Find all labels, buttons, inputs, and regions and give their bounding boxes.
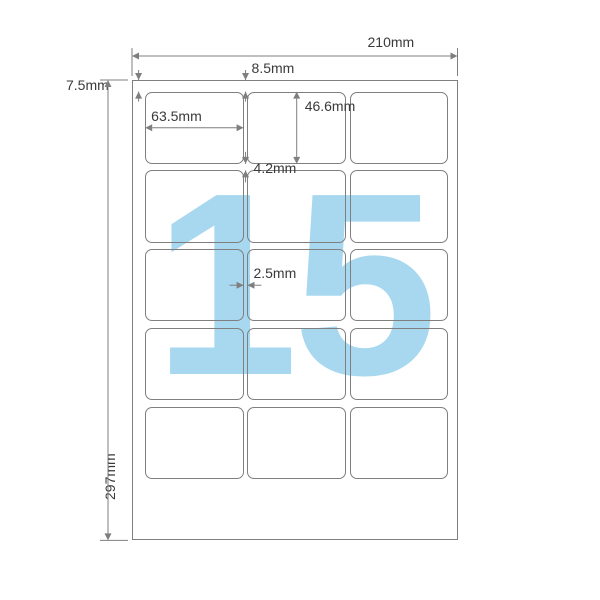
dim-sheet-width: 210mm	[368, 34, 415, 50]
label-cell	[145, 328, 243, 400]
dim-sheet-height: 297mm	[102, 454, 118, 501]
label-cell	[145, 407, 243, 479]
label-cell	[350, 407, 448, 479]
label-cell	[350, 249, 448, 321]
dim-margin-top: 7.5mm	[66, 77, 109, 93]
label-cell	[145, 170, 243, 242]
label-cell	[145, 92, 243, 164]
dim-label-height: 46.6mm	[305, 98, 356, 114]
diagram-stage: 15 210mm 297mm 7.5mm 8.5mm 63.5mm 46.6mm…	[0, 0, 600, 600]
label-cell	[145, 249, 243, 321]
label-cell	[247, 328, 345, 400]
label-cell	[350, 92, 448, 164]
dim-gap-x: 2.5mm	[253, 265, 296, 281]
dim-gap-y: 4.2mm	[254, 160, 297, 176]
label-cell	[350, 328, 448, 400]
label-cell	[247, 249, 345, 321]
label-cell	[350, 170, 448, 242]
dim-label-width: 63.5mm	[151, 108, 202, 124]
label-cell	[247, 170, 345, 242]
dim-margin-left: 8.5mm	[252, 60, 295, 76]
label-cell	[247, 407, 345, 479]
